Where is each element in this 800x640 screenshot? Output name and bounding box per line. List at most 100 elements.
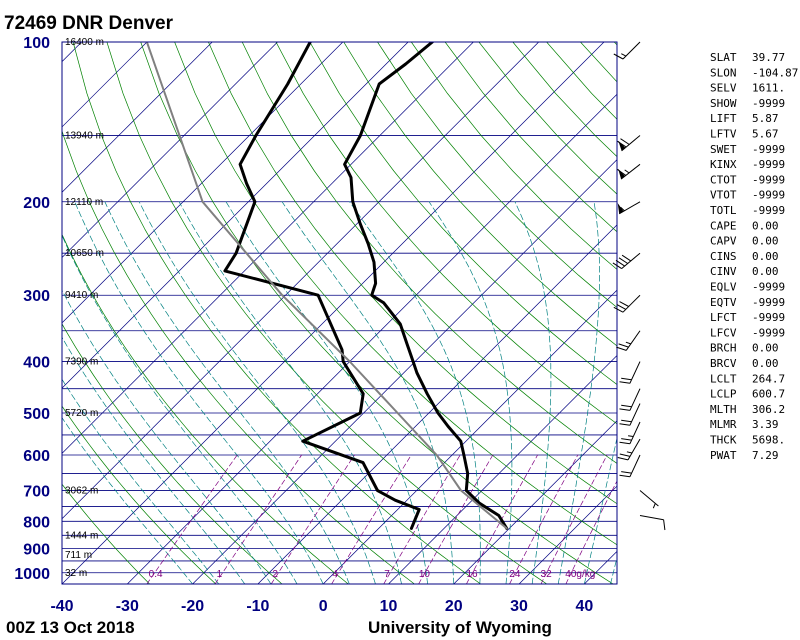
isotherm-line xyxy=(192,159,617,584)
mixing-ratio-line xyxy=(565,480,617,584)
index-value: -9999 xyxy=(752,311,785,324)
temperature-tick-label: 10 xyxy=(380,598,398,615)
index-name: LCLT xyxy=(710,372,737,385)
wind-barb-shaft xyxy=(612,252,641,270)
dry-adiabat-line xyxy=(72,42,481,584)
isotherm-line xyxy=(62,42,539,520)
pressure-tick-label: 1000 xyxy=(14,566,50,583)
dewpoint-profile-line xyxy=(223,42,421,530)
index-name: THCK xyxy=(710,434,737,447)
index-value: 0.00 xyxy=(752,235,779,248)
height-label: 7390 m xyxy=(65,357,98,368)
dry-adiabat-line xyxy=(62,405,217,584)
temperature-tick-label: -10 xyxy=(246,598,269,615)
wind-barb-shaft xyxy=(613,294,641,313)
isotherm-line xyxy=(453,420,617,584)
mixing-ratio-label: 32 xyxy=(541,569,553,580)
diagram-grid xyxy=(62,42,617,584)
temperature-tick-label: -40 xyxy=(50,598,73,615)
isotherm-line xyxy=(322,289,617,584)
wind-barb xyxy=(619,388,641,411)
height-label: 12110 m xyxy=(65,197,103,208)
index-name: SELV xyxy=(710,82,737,95)
moist-adiabat-line xyxy=(62,289,272,584)
isotherm-line xyxy=(62,42,82,63)
mixing-ratio-line xyxy=(214,454,302,584)
index-name: LFTV xyxy=(710,128,737,141)
index-name: BRCV xyxy=(710,357,737,370)
stability-indices-table: SLAT 39.77 SLON -104.87 SELV 1611. SHOW -9999 LI… xyxy=(710,51,798,462)
pressure-tick-label: 800 xyxy=(23,514,50,531)
index-name: CTOT xyxy=(710,173,737,186)
index-name: KINX xyxy=(710,158,737,171)
index-name: PWAT xyxy=(710,449,737,462)
mixing-ratio-label: 10 xyxy=(419,569,431,580)
isotherm-line xyxy=(388,354,617,584)
wind-barb xyxy=(639,514,666,531)
temperature-tick-label: -30 xyxy=(116,598,139,615)
index-value: -9999 xyxy=(752,326,785,339)
wind-barb xyxy=(619,361,641,384)
dry-adiabat-line xyxy=(343,42,617,347)
moist-adiabat-line xyxy=(138,201,376,584)
index-name: CAPV xyxy=(710,235,737,248)
dry-adiabat-line xyxy=(377,42,617,308)
temperature-profile-line xyxy=(343,42,509,530)
dry-adiabat-line xyxy=(208,42,617,505)
dry-adiabat-line xyxy=(275,42,617,425)
index-value: 3.39 xyxy=(752,418,779,431)
index-name: TOTL xyxy=(710,204,737,217)
station-title: 72469 DNR Denver xyxy=(4,13,174,34)
wind-barb-shaft xyxy=(617,438,641,461)
isotherm-line xyxy=(127,93,617,584)
wind-barb-shaft xyxy=(616,330,641,351)
wind-barb xyxy=(639,490,659,509)
height-label: 32 m xyxy=(65,568,87,579)
mixing-ratio-line xyxy=(383,454,461,584)
moist-adiabat-line xyxy=(610,556,617,584)
index-name: CINV xyxy=(710,265,737,278)
wind-barb xyxy=(619,421,641,445)
wind-barb-shaft xyxy=(618,201,641,215)
mixing-ratio-line xyxy=(466,454,538,584)
height-label: 9410 m xyxy=(65,290,98,301)
moist-adiabat-line xyxy=(62,378,220,584)
pressure-tick-label: 500 xyxy=(23,406,50,423)
data-source: University of Wyoming xyxy=(368,618,552,637)
isotherm-line xyxy=(62,42,409,389)
dry-adiabat-line xyxy=(62,323,283,584)
wind-barb-shaft xyxy=(619,388,641,411)
height-label: 5720 m xyxy=(65,408,98,419)
plot-frame xyxy=(61,41,618,585)
temperature-tick-label: 40 xyxy=(575,598,593,615)
moist-adiabat-line xyxy=(178,201,402,584)
isotherm-line xyxy=(62,42,278,259)
dry-adiabat-line xyxy=(106,42,548,584)
index-name: MLMR xyxy=(710,418,737,431)
index-value: 7.29 xyxy=(752,449,779,462)
index-name: SLON xyxy=(710,66,737,79)
index-value: -9999 xyxy=(752,204,785,217)
index-value: 0.00 xyxy=(752,250,779,263)
index-value: 0.00 xyxy=(752,357,779,370)
index-value: -9999 xyxy=(752,281,785,294)
mixing-ratio-line xyxy=(331,454,412,584)
wind-barb-pennant xyxy=(617,203,624,214)
moist-adiabat-line xyxy=(62,234,298,584)
wind-barb xyxy=(616,330,641,351)
height-label: 13940 m xyxy=(65,130,104,141)
index-value: -9999 xyxy=(752,173,785,186)
height-label: 10650 m xyxy=(65,248,104,259)
index-value: -9999 xyxy=(752,189,785,202)
dry-adiabat-line xyxy=(62,233,349,584)
temperature-tick-label: -20 xyxy=(181,598,204,615)
mixing-ratio-line xyxy=(418,454,494,584)
wind-barb xyxy=(619,454,641,478)
sounding-curves xyxy=(145,42,509,530)
moist-adiabat-line xyxy=(514,201,552,584)
dry-adiabat-line xyxy=(410,42,617,270)
index-value: 0.00 xyxy=(752,265,779,278)
index-name: EQTV xyxy=(710,296,737,309)
